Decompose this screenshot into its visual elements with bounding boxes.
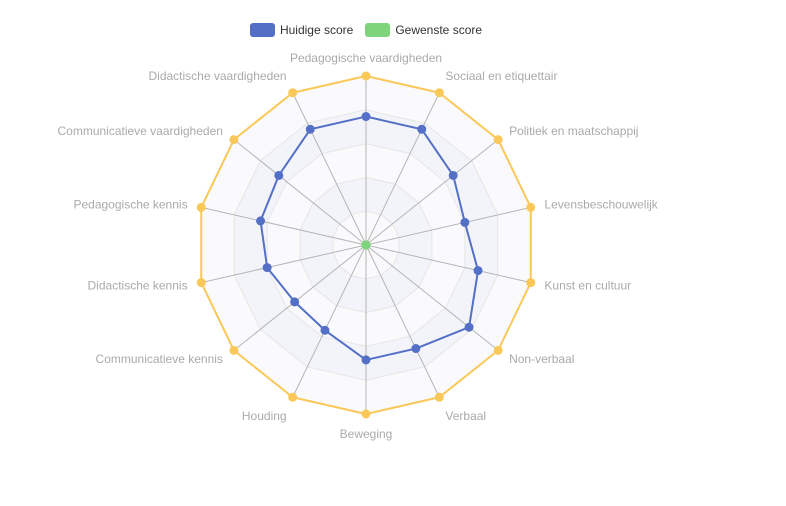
radar-axis-line-11 — [201, 206, 367, 246]
indicator-label-11: Pedagogische kennis — [73, 197, 187, 211]
series-0-point-11 — [256, 216, 266, 226]
radar-axis-line-12 — [233, 139, 367, 246]
indicator-label-8: Houding — [242, 409, 287, 423]
radar-axis-line-8 — [292, 244, 367, 398]
series-0-point-10 — [262, 263, 272, 273]
indicator-label-3: Levensbeschouwelijk — [544, 197, 658, 211]
series-0-point-7 — [361, 355, 371, 365]
series-2-point-1 — [434, 88, 444, 98]
series-0-point-2 — [448, 170, 458, 180]
indicator-label-10: Didactische kennis — [88, 279, 188, 293]
legend-label-huidige-score: Huidige score — [279, 23, 354, 37]
series-1-point-13 — [361, 240, 371, 250]
radar-axis-line-3 — [365, 206, 531, 246]
indicator-label-0: Pedagogische vaardigheden — [290, 51, 442, 65]
series-2-point-9 — [229, 345, 239, 355]
series-2-point-0 — [361, 71, 371, 81]
indicator-label-12: Communicatieve vaardigheden — [57, 124, 222, 138]
radar-axis-line-9 — [233, 244, 367, 351]
series-0-point-9 — [290, 297, 300, 307]
series-2-point-11 — [196, 202, 206, 212]
series-0-point-13 — [305, 124, 315, 134]
indicator-label-6: Verbaal — [445, 409, 486, 423]
legend-swatch-gewenste-score — [365, 23, 391, 37]
indicator-label-9: Communicatieve kennis — [96, 352, 223, 366]
radar-axis-line-2 — [365, 139, 499, 246]
legend-swatch-huidige-score — [249, 23, 275, 37]
series-2-point-8 — [288, 392, 298, 402]
indicator-label-5: Non-verbaal — [509, 352, 574, 366]
legend-item-gewenste-score[interactable]: Gewenste score — [365, 23, 482, 37]
indicator-label-1: Sociaal en etiquettair — [445, 69, 557, 83]
series-0-point-8 — [320, 325, 330, 335]
radar-axis-line-5 — [365, 244, 499, 351]
series-2-point-13 — [288, 88, 298, 98]
indicator-label-4: Kunst en cultuur — [544, 279, 631, 293]
series-2-point-10 — [196, 278, 206, 288]
legend-item-huidige-score[interactable]: Huidige score — [249, 23, 354, 37]
legend-label-gewenste-score: Gewenste score — [395, 23, 483, 37]
series-0-point-3 — [460, 217, 470, 227]
series-2-point-5 — [493, 345, 503, 355]
series-0-point-0 — [361, 112, 371, 122]
indicator-label-7: Beweging — [340, 427, 393, 441]
radar-axis-line-13 — [292, 92, 367, 246]
series-2-point-3 — [526, 202, 536, 212]
series-0-point-1 — [417, 124, 427, 134]
radar-axis-line-1 — [365, 92, 440, 246]
series-0-point-4 — [473, 266, 483, 276]
chart-legend: Huidige score Gewenste score — [0, 23, 732, 37]
radar-axis-line-4 — [365, 244, 531, 284]
series-0-point-6 — [411, 344, 421, 354]
series-0-point-12 — [274, 170, 284, 180]
radar-axis-line-6 — [365, 244, 440, 398]
series-2-point-12 — [229, 135, 239, 145]
series-2-point-6 — [434, 392, 444, 402]
series-2-point-2 — [493, 135, 503, 145]
indicator-label-2: Politiek en maatschappij — [509, 124, 638, 138]
series-2-point-7 — [361, 409, 371, 419]
series-2-point-4 — [526, 278, 536, 288]
series-0-point-5 — [464, 322, 474, 332]
indicator-label-13: Didactische vaardigheden — [149, 69, 287, 83]
radar-axis-line-10 — [201, 244, 367, 284]
